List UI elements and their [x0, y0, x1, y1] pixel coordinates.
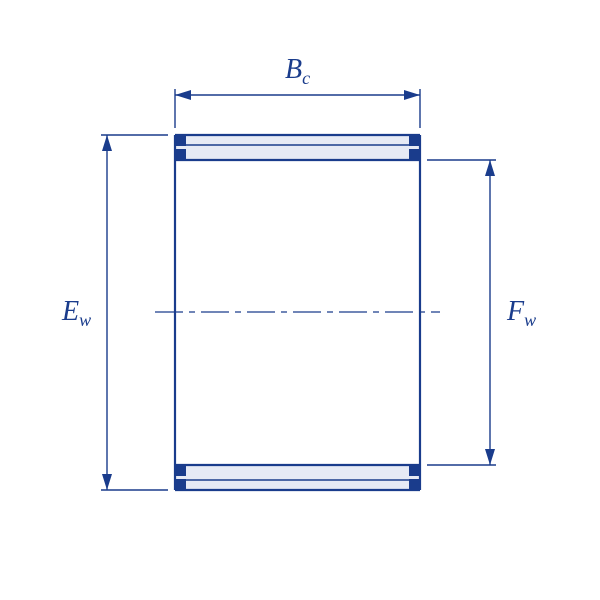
bearing-diagram: Bc Ew Fw [0, 0, 600, 600]
label-fw: Fw [506, 296, 536, 330]
label-bc: Bc [285, 54, 310, 88]
label-ew: Ew [61, 296, 91, 330]
